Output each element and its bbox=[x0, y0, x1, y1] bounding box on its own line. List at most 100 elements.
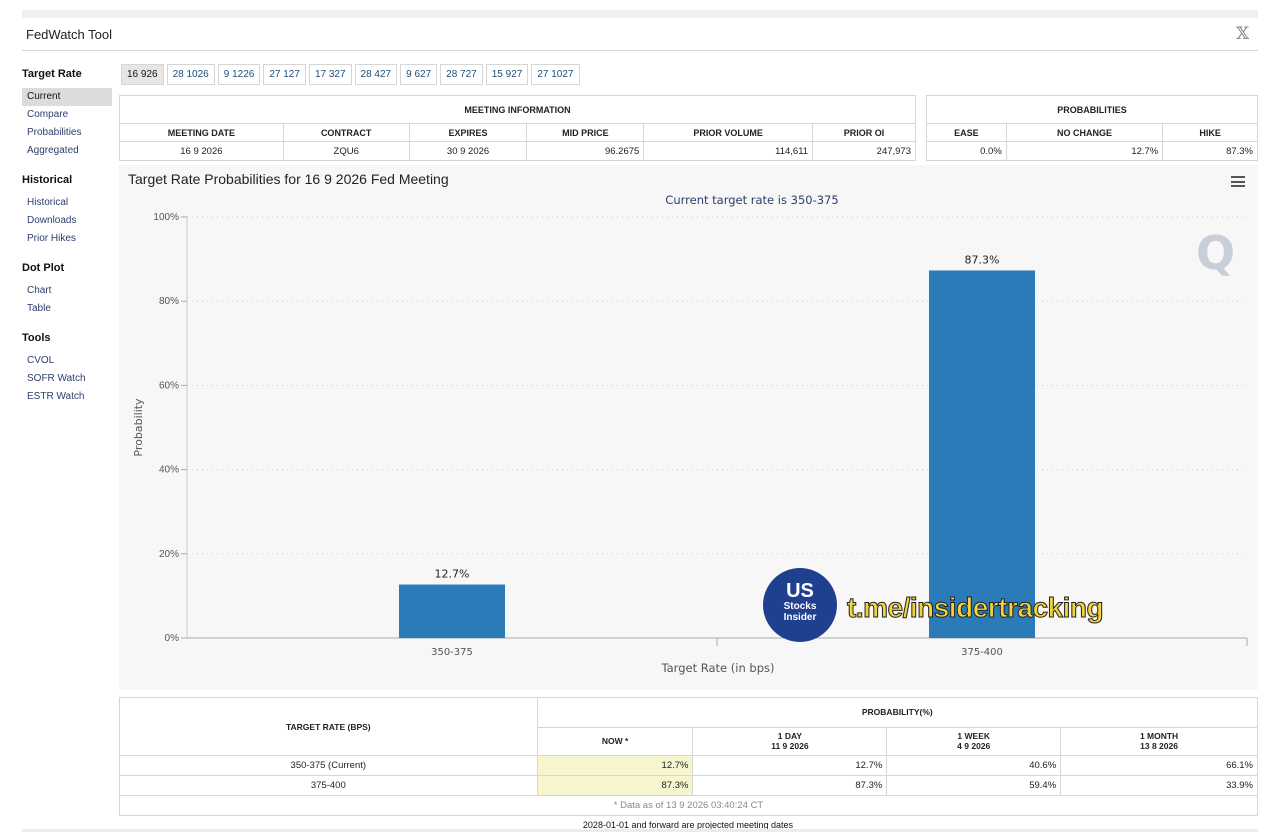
probability-cell: 66.1% bbox=[1060, 755, 1258, 776]
bar-data-label: 12.7% bbox=[435, 568, 470, 581]
watermark-text: t.me/insidertracking bbox=[846, 592, 1104, 624]
x-axis-title: Target Rate (in bps) bbox=[661, 661, 775, 675]
x-tick-label: 350-375 bbox=[431, 647, 473, 658]
meeting-tab[interactable]: 17 327 bbox=[308, 64, 352, 85]
probability-cell: 59.4% bbox=[886, 775, 1062, 796]
sidebar-item[interactable]: Probabilities bbox=[27, 127, 82, 138]
sidebar-item[interactable]: Compare bbox=[27, 109, 69, 120]
chart-title: Target Rate Probabilities for 16 9 2026 … bbox=[128, 171, 449, 187]
meeting-tab[interactable]: 16 926 bbox=[121, 64, 164, 85]
sidebar-spacer bbox=[22, 248, 112, 256]
probability-cell: 87.3% bbox=[692, 775, 888, 796]
bar[interactable] bbox=[929, 270, 1035, 638]
sidebar-spacer bbox=[22, 406, 112, 414]
sidebar-spacer bbox=[22, 318, 112, 326]
rate-subcol-header: 1 DAY 11 9 2026 bbox=[692, 726, 888, 756]
chart-panel: 0% 20% 40% 60% 80% 100% 12.7% 350-375 87.3% 375-4… bbox=[119, 165, 1258, 690]
target-rate-header: TARGET RATE (BPS) bbox=[119, 697, 538, 756]
subcol-line1: 1 DAY bbox=[777, 731, 803, 742]
meeting-value: ZQU6 bbox=[282, 141, 410, 161]
probability-bar-chart: 0% 20% 40% 60% 80% 100% 12.7% 350-375 87.3% 375-4… bbox=[132, 193, 1248, 675]
meeting-tab[interactable]: 28 427 bbox=[354, 64, 398, 85]
watermark-logo-line1: Stocks bbox=[783, 601, 817, 612]
chart-subtitle: Current target rate is 350-375 bbox=[665, 193, 838, 207]
watermark-logo: US Stocks Insider bbox=[763, 568, 837, 642]
probability-cell: 12.7% bbox=[692, 755, 888, 776]
app-title: FedWatch Tool bbox=[26, 27, 112, 42]
subcol-line1: 1 WEEK bbox=[957, 731, 991, 742]
rate-subcol-header: 1 MONTH 13 8 2026 bbox=[1060, 726, 1258, 756]
sidebar-item[interactable]: Chart bbox=[27, 285, 52, 296]
meeting-tab[interactable]: 15 927 bbox=[485, 64, 529, 85]
sidebar-item[interactable]: Table bbox=[27, 303, 51, 314]
table-row: 375-400 87.3% 87.3% 59.4% 33.9% bbox=[119, 775, 1258, 796]
sidebar-item[interactable]: Downloads bbox=[27, 215, 77, 226]
meeting-tab[interactable]: 28 727 bbox=[440, 64, 483, 85]
subcol-line2: 4 9 2026 bbox=[957, 741, 991, 752]
meeting-col-header: PRIOR OI bbox=[812, 123, 916, 142]
probability-cell: 33.9% bbox=[1060, 775, 1258, 796]
meeting-value: 30 9 2026 bbox=[408, 141, 528, 161]
target-rate-probability-table: TARGET RATE (BPS) PROBABILITY(%) NOW * 1 … bbox=[119, 697, 1259, 816]
probability-value: 12.7% bbox=[1005, 141, 1164, 161]
sidebar-item[interactable]: ESTR Watch bbox=[27, 391, 85, 402]
meeting-info-title: MEETING INFORMATION bbox=[119, 95, 916, 124]
bar[interactable] bbox=[399, 584, 505, 638]
x-tick-label: 375-400 bbox=[961, 647, 1003, 658]
subcol-line2: 11 9 2026 bbox=[771, 741, 809, 752]
top-strip bbox=[22, 10, 1258, 18]
meeting-col-header: MEETING DATE bbox=[119, 123, 284, 142]
sidebar-heading: Historical bbox=[22, 174, 73, 186]
sidebar-heading: Tools bbox=[22, 332, 51, 344]
probability-col-header: EASE bbox=[926, 123, 1007, 142]
meeting-col-header: MID PRICE bbox=[526, 123, 645, 142]
sidebar-item[interactable]: Prior Hikes bbox=[27, 233, 76, 244]
probabilities-title: PROBABILITIES bbox=[926, 95, 1258, 124]
meeting-tab[interactable]: 28 1026 bbox=[166, 64, 215, 85]
sidebar-item[interactable]: CVOL bbox=[27, 355, 55, 366]
hamburger-menu-icon[interactable] bbox=[1231, 176, 1245, 187]
meeting-col-header: PRIOR VOLUME bbox=[643, 123, 814, 142]
sidebar-spacer bbox=[22, 160, 112, 168]
meeting-tab[interactable]: 27 127 bbox=[263, 64, 306, 85]
sidebar-item[interactable]: Historical bbox=[27, 197, 69, 208]
meeting-information-table: MEETING INFORMATION MEETING DATE CONTRACT… bbox=[119, 95, 916, 161]
watermark-logo-main: US bbox=[786, 580, 814, 602]
sidebar-item[interactable]: Aggregated bbox=[27, 145, 79, 156]
app-header: FedWatch Tool 𝕏 bbox=[22, 18, 1258, 51]
probability-col-header: HIKE bbox=[1162, 123, 1258, 142]
probability-header: PROBABILITY(%) bbox=[536, 697, 1259, 728]
rate-subcol-header: 1 WEEK 4 9 2026 bbox=[886, 726, 1062, 756]
probability-cell: 40.6% bbox=[886, 755, 1062, 776]
y-tick-label: 40% bbox=[159, 465, 179, 476]
meeting-date-tabs: 16 926 28 1026 9 1226 27 127 17 327 28 427 9 6… bbox=[121, 64, 580, 86]
probability-value: 0.0% bbox=[926, 141, 1007, 161]
probabilities-table: PROBABILITIES EASE NO CHANGE HIKE 0.0% 12.7… bbox=[926, 95, 1258, 161]
data-as-of-footnote: * Data as of 13 9 2026 03:40:24 CT bbox=[119, 795, 1258, 816]
bar-data-label: 87.3% bbox=[965, 253, 1000, 266]
probability-value: 87.3% bbox=[1162, 141, 1258, 161]
target-rate-cell: 350-375 (Current) bbox=[119, 755, 538, 776]
probability-cell: 12.7% bbox=[536, 755, 694, 776]
meeting-tab[interactable]: 9 1226 bbox=[217, 64, 261, 85]
sidebar-item[interactable]: SOFR Watch bbox=[27, 373, 86, 384]
y-tick-label: 60% bbox=[159, 380, 179, 391]
rate-subcol-header: NOW * bbox=[536, 726, 694, 756]
y-tick-label: 20% bbox=[159, 549, 179, 560]
sidebar-item[interactable]: Current bbox=[22, 88, 112, 106]
meeting-tab[interactable]: 27 1027 bbox=[531, 64, 580, 85]
x-logo-icon[interactable]: 𝕏 bbox=[1236, 24, 1250, 44]
meeting-value: 247,973 bbox=[812, 141, 916, 161]
subcol-line1: NOW * bbox=[601, 736, 629, 747]
meeting-tab[interactable]: 9 627 bbox=[400, 64, 438, 85]
subcol-line1: 1 MONTH bbox=[1139, 731, 1179, 742]
watermark-logo-line2: Insider bbox=[783, 612, 817, 623]
table-row: 350-375 (Current) 12.7% 12.7% 40.6% 66.1% bbox=[119, 755, 1258, 776]
y-tick-label: 100% bbox=[153, 212, 179, 223]
y-axis-title: Probability bbox=[132, 398, 145, 457]
meeting-value: 16 9 2026 bbox=[119, 141, 284, 161]
projected-dates-note: 2028-01-01 and forward are projected mee… bbox=[582, 820, 794, 830]
sidebar: Target Rate Current Compare Probabilities Ag… bbox=[22, 62, 112, 414]
y-tick-label: 80% bbox=[159, 296, 179, 307]
